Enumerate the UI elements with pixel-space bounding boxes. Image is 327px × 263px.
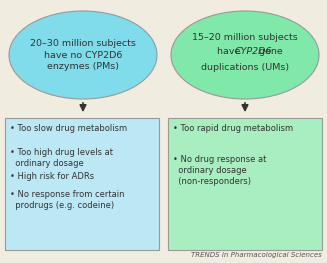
Text: • No response from certain
  prodrugs (e.g. codeine): • No response from certain prodrugs (e.g… <box>10 190 125 210</box>
FancyBboxPatch shape <box>168 118 322 250</box>
Ellipse shape <box>9 11 157 99</box>
Text: • High risk for ADRs: • High risk for ADRs <box>10 172 94 181</box>
Text: CYP2D6: CYP2D6 <box>234 48 272 57</box>
Text: have: have <box>217 48 243 57</box>
Text: 20–30 million subjects
have no CYP2D6
enzymes (PMs): 20–30 million subjects have no CYP2D6 en… <box>30 39 136 71</box>
Text: 15–20 million subjects: 15–20 million subjects <box>192 33 298 42</box>
FancyBboxPatch shape <box>5 118 159 250</box>
Ellipse shape <box>171 11 319 99</box>
Text: • Too high drug levels at
  ordinary dosage: • Too high drug levels at ordinary dosag… <box>10 148 113 168</box>
Text: • Too rapid drug metabolism: • Too rapid drug metabolism <box>173 124 293 133</box>
Text: • Too slow drug metabolism: • Too slow drug metabolism <box>10 124 127 133</box>
Text: • No drug response at
  ordinary dosage
  (non-responders): • No drug response at ordinary dosage (n… <box>173 155 267 186</box>
Text: gene: gene <box>255 48 282 57</box>
Text: TRENDS in Pharmacological Sciences: TRENDS in Pharmacological Sciences <box>191 252 322 258</box>
Text: duplications (UMs): duplications (UMs) <box>201 63 289 72</box>
